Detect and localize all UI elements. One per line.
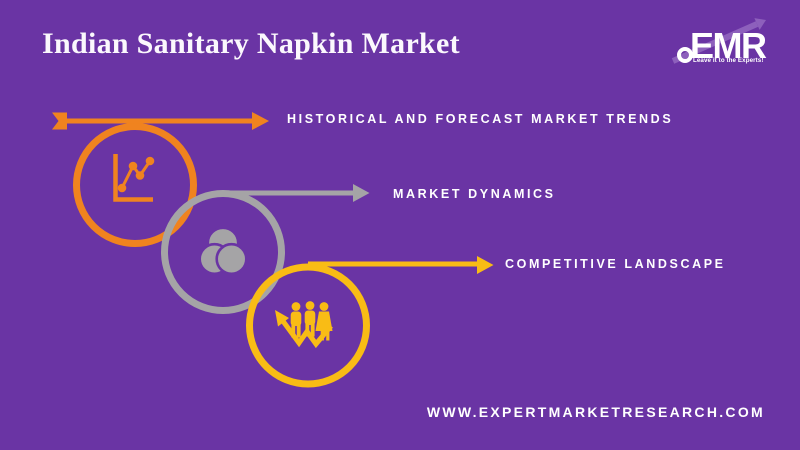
feature-1-graphic bbox=[52, 112, 269, 247]
people-growth-icon bbox=[275, 301, 333, 349]
logo-wordmark: EMR bbox=[690, 25, 767, 66]
feature-1-label: HISTORICAL AND FORECAST MARKET TRENDS bbox=[287, 112, 674, 126]
emr-logo: EMR Leave it to the Experts! bbox=[668, 14, 778, 66]
feature-2-ring bbox=[161, 190, 285, 314]
logo-ring-icon bbox=[677, 47, 693, 63]
feature-3-graphic bbox=[246, 256, 494, 388]
feature-1-ring bbox=[73, 123, 197, 247]
line-chart-icon bbox=[113, 154, 155, 202]
feature-3-arrow bbox=[308, 261, 478, 267]
venn-diagram-icon bbox=[198, 226, 248, 276]
feature-1-arrowhead bbox=[252, 112, 269, 130]
feature-3-label: COMPETITIVE LANDSCAPE bbox=[505, 257, 726, 271]
page-title: Indian Sanitary Napkin Market bbox=[42, 27, 460, 60]
feature-1-arrow bbox=[60, 118, 253, 124]
logo-tagline: Leave it to the Experts! bbox=[693, 57, 764, 64]
feature-3-arrowhead bbox=[477, 256, 494, 274]
feature-2-graphic bbox=[161, 184, 370, 314]
website-url: WWW.EXPERTMARKETRESEARCH.COM bbox=[426, 404, 765, 420]
feature-2-arrowhead bbox=[353, 184, 370, 202]
feature-2-label: MARKET DYNAMICS bbox=[393, 187, 556, 201]
feature-1-arrow-tail bbox=[52, 112, 67, 130]
feature-2-arrow bbox=[223, 190, 354, 196]
feature-3-ring bbox=[246, 263, 370, 388]
